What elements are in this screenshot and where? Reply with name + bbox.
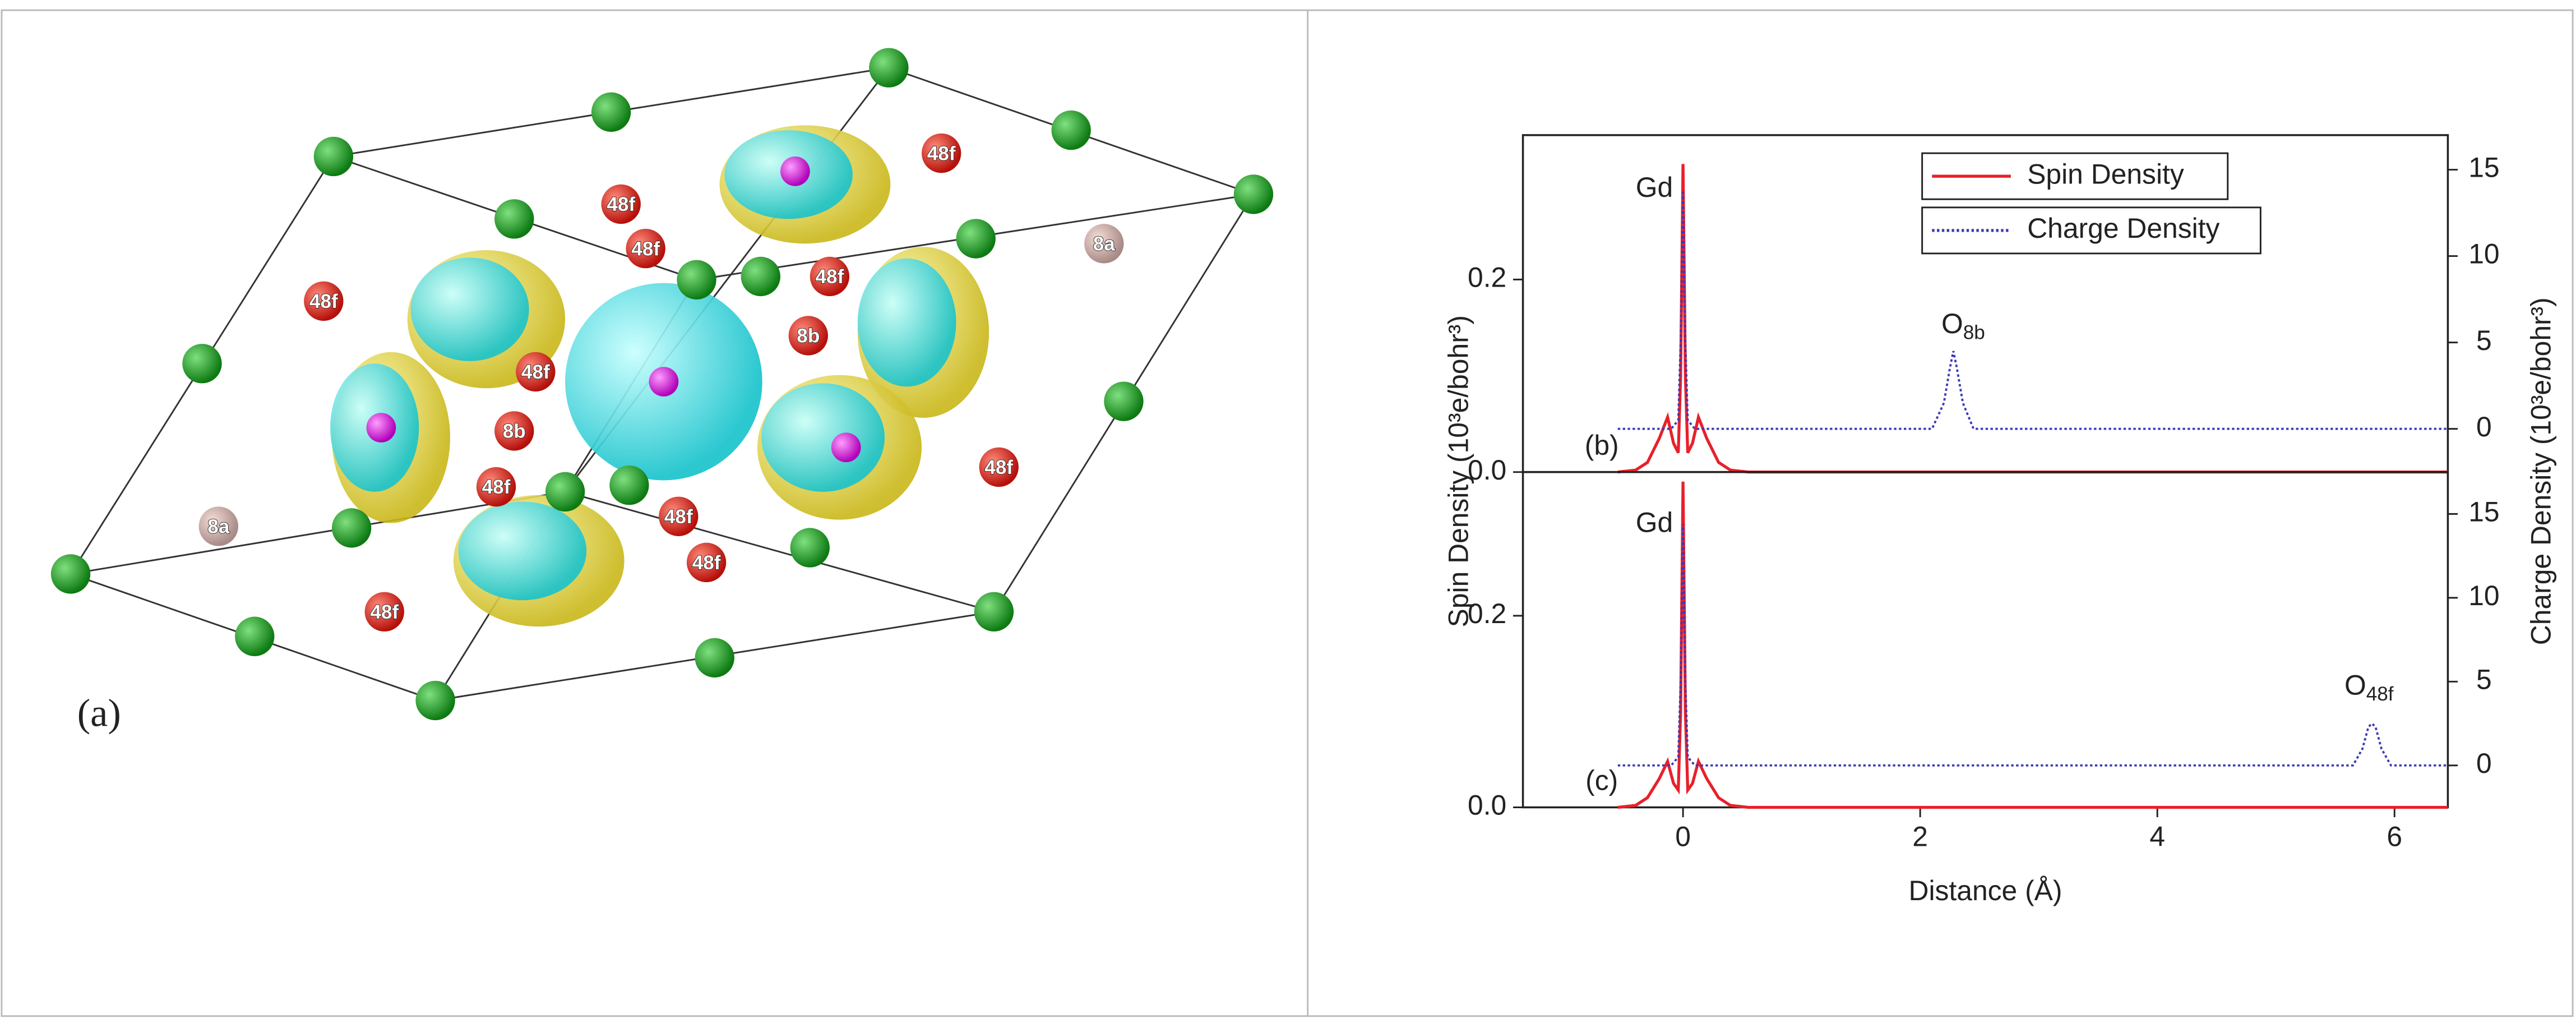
x-tick-label: 6 [2387,821,2402,852]
series-line [1617,190,2448,430]
cell-edge [565,491,995,613]
site-label: 48f [370,601,399,623]
site-atom [198,506,238,546]
y-axis-label: Spin Density (10³e/bohr³) [1442,315,1474,627]
annotation: Gd [1636,172,1673,203]
legend-label: Charge Density [2027,213,2219,244]
structure-panel: 48f 48f 48f 48f 8a 48f 8b 48f 8b 48f 48f 8a 48f 48f 48… [50,48,1274,721]
isosurface-cyan [857,258,956,387]
legend-box [1921,206,2261,255]
site-label: 48f [984,457,1013,478]
site-label: 48f [664,506,693,528]
gd-atom [649,367,679,397]
panel-label: (c) [1585,765,1618,796]
series-line [1617,481,2448,809]
site-label: 48f [631,238,660,260]
y2-tick-label: 10 [2468,238,2499,270]
site-label: 48f [815,266,844,288]
atom [677,260,716,299]
y2-tick-label: 15 [2468,152,2499,183]
atom [331,508,372,548]
x-tick-label: 0 [1675,821,1691,852]
site-atom [494,411,534,451]
site-label: 8b [503,421,526,443]
atom [609,465,649,505]
atom [182,344,222,384]
atom [695,638,734,678]
atom [50,554,91,594]
atom [1051,110,1091,150]
isosurface-cyan [410,257,529,361]
y2-tick-label: 5 [2476,663,2492,695]
atom [1104,381,1144,421]
site-label: 48f [482,476,511,498]
site-atom [304,281,344,321]
y2-tick-label: 15 [2468,496,2499,528]
atom [1233,174,1274,214]
site-atom [788,316,828,356]
site-label: 48f [927,142,956,164]
y2-tick-label: 10 [2468,580,2499,611]
site-label: 48f [309,291,338,312]
y2-tick-label: 0 [2476,411,2492,443]
site-atom [659,496,699,536]
site-atom [1084,224,1124,264]
atom [790,528,830,568]
y2-tick-label: 5 [2476,325,2492,356]
atom [313,136,354,177]
x-axis-label: Distance (Å) [1909,875,2062,906]
atom [956,219,996,259]
atom [974,592,1014,632]
peak-label-text: O [1941,308,1963,339]
site-label: 8a [207,516,230,538]
isosurface-cyan [761,383,885,492]
atom [591,92,631,132]
gd-atom [831,432,861,463]
peak-label-subscript: 48f [2366,683,2394,705]
site-atom [626,228,665,269]
site-label: 48f [692,552,721,574]
peak-label-text: O [2344,670,2366,701]
y2-tick-label: 0 [2476,748,2492,779]
x-tick-label: 2 [1912,821,1928,852]
isosurface-cyan [458,501,587,601]
y-tick-label: 0.0 [1468,790,1506,821]
site-atom [364,592,404,632]
peak-label-subscript: 8b [1963,322,1985,344]
atom [741,256,780,297]
series-line [1617,524,2448,767]
panel-label: (a) [77,691,121,735]
site-label: 8a [1093,233,1116,255]
atom [494,199,534,239]
site-atom [476,467,516,507]
atom [545,472,585,511]
gd-atom [366,413,396,443]
y-tick-label: 0.2 [1468,262,1506,293]
site-atom [922,133,961,173]
legend-label: Spin Density [2027,158,2184,190]
gd-atom [780,156,810,186]
annotation: Gd [1636,507,1673,538]
y-tick-label: 0.2 [1468,598,1506,629]
site-atom [601,184,641,224]
y2-axis-label: Charge Density (10³e/bohr³) [2526,297,2557,645]
panel-label: (b) [1585,430,1619,461]
peak-label: O48f [2344,670,2394,706]
atom [415,680,455,721]
atom [235,616,275,656]
site-label: 8b [797,325,820,347]
atom [869,48,909,87]
site-label: 48f [607,193,635,215]
site-label: 48f [521,361,550,383]
y-tick-label: 0.0 [1468,454,1506,486]
site-atom [979,447,1019,487]
cell-edge [70,491,566,575]
peak-label: O8b [1941,308,1985,344]
site-atom [516,352,556,392]
x-tick-label: 4 [2149,821,2165,852]
site-atom [686,542,727,583]
site-atom [810,256,850,297]
